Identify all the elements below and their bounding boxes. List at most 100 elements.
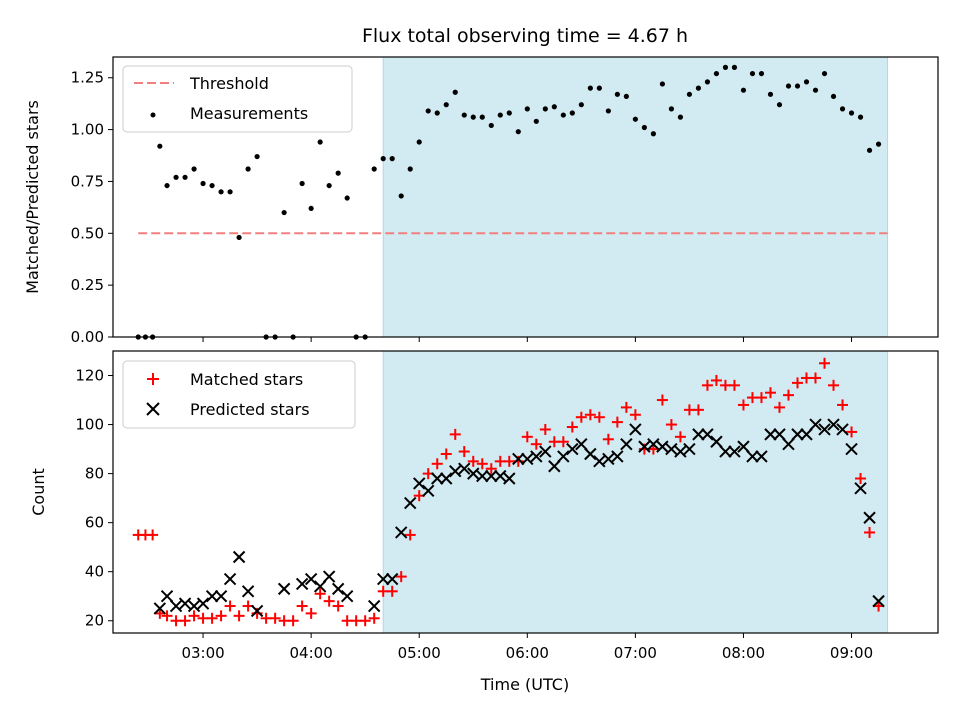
x-tick-label: 03:00 <box>181 644 224 662</box>
measurement-point <box>830 93 837 100</box>
measurement-point <box>587 85 593 91</box>
predicted-star-point <box>521 452 534 466</box>
matched-star-point <box>161 610 173 622</box>
predicted-star-point <box>196 597 210 610</box>
predicted-star-point <box>575 437 588 451</box>
measurement-point <box>650 131 656 137</box>
predicted-star-point <box>692 428 705 441</box>
legend-predicted-label: Predicted stars <box>190 400 310 419</box>
predicted-star-point <box>539 445 552 458</box>
measurement-point <box>731 64 738 70</box>
measurement-point <box>812 87 819 93</box>
predicted-star-point <box>503 472 516 485</box>
matched-star-point <box>819 357 831 369</box>
predicted-star-point <box>476 469 489 483</box>
measurement-point <box>875 141 882 147</box>
top-shaded-span <box>382 56 889 338</box>
predicted-star-point <box>827 418 840 431</box>
measurement-point <box>857 114 864 120</box>
bottom-shaded-span <box>382 350 889 634</box>
measurement-point <box>605 108 611 114</box>
measurement-point <box>326 182 332 189</box>
measurement-point <box>344 195 350 201</box>
measurement-point <box>542 106 548 112</box>
predicted-star-point <box>205 590 219 603</box>
matched-star-point <box>215 610 227 622</box>
matched-star-point <box>701 379 713 391</box>
measurement-point <box>173 174 179 180</box>
matched-star-point <box>206 612 218 624</box>
bottom-legend-box <box>122 360 356 429</box>
measurement-point <box>157 143 163 149</box>
matched-star-point <box>332 600 344 612</box>
measurement-point <box>794 83 801 89</box>
matched-star-point <box>855 473 867 485</box>
predicted-star-point <box>178 597 192 610</box>
measurement-point <box>389 156 395 162</box>
measurement-point <box>299 180 305 187</box>
measurement-point <box>641 124 647 131</box>
predicted-star-point <box>737 440 750 453</box>
legend-measurement-swatch <box>150 112 156 118</box>
predicted-star-point <box>340 590 354 603</box>
measurement-point <box>722 64 729 70</box>
measurement-point <box>659 81 665 87</box>
top-y-axis-label: Matched/Predicted stars <box>23 100 42 294</box>
top-axes-frame <box>112 56 939 338</box>
bottom-y-ticks: 20 40 60 80 100 120 <box>75 367 113 630</box>
predicted-star-point <box>647 437 660 451</box>
measurement-point <box>164 182 170 189</box>
measurement-point <box>416 139 422 145</box>
predicted-star-point <box>755 450 768 463</box>
predicted-star-point <box>809 418 822 431</box>
matched-star-point <box>431 458 443 470</box>
predicted-star-point <box>385 572 399 586</box>
measurement-point <box>803 79 810 85</box>
predicted-star-point <box>584 447 597 461</box>
bottom-y-tick-label: 120 <box>75 367 104 385</box>
predicted-star-point <box>232 550 246 564</box>
measurement-point <box>236 234 242 241</box>
predicted-star-point <box>845 442 858 456</box>
measurement-point <box>254 153 260 160</box>
bottom-y-tick-label: 40 <box>85 563 104 581</box>
top-legend: Threshold Measurements <box>122 65 353 133</box>
measurement-point <box>371 166 377 172</box>
predicted-star-point <box>782 437 795 451</box>
predicted-star-point <box>214 590 228 603</box>
top-y-tick-label: 0.00 <box>71 328 104 346</box>
measurement-point <box>182 174 188 180</box>
measurement-point <box>470 114 476 120</box>
predicted-star-point <box>250 604 264 618</box>
matched-star-point <box>188 610 200 622</box>
measurement-point <box>713 70 720 77</box>
predicted-star-point <box>548 460 561 473</box>
chart-title: Flux total observing time = 4.67 h <box>362 25 688 47</box>
predicted-star-point <box>331 582 345 596</box>
x-tick-label: 07:00 <box>614 644 657 662</box>
measurement-point <box>452 89 458 95</box>
predicted-star-point <box>395 526 408 539</box>
x-axis-label: Time (UTC) <box>480 675 569 694</box>
predicted-star-point <box>367 599 381 613</box>
matched-star-point <box>674 431 686 443</box>
x-tick-label: 05:00 <box>398 644 441 662</box>
matched-star-point <box>314 588 326 600</box>
measurement-point <box>335 170 341 176</box>
matched-star-point <box>782 389 794 401</box>
matched-star-point <box>476 458 488 470</box>
bottom-y-tick-label: 20 <box>85 612 104 630</box>
matched-star-point <box>692 404 704 416</box>
predicted-star-point <box>295 577 309 591</box>
predicted-star-point <box>422 484 435 497</box>
matched-star-point <box>440 448 452 460</box>
bottom-panel: 20 40 60 80 100 120 03:00 04:00 05:00 06:00 07:00… <box>29 350 939 694</box>
matched-star-point <box>404 529 416 541</box>
matched-star-point <box>269 612 281 624</box>
measurement-points <box>135 64 882 340</box>
matched-star-point <box>728 379 740 391</box>
x-tick-label: 04:00 <box>290 644 333 662</box>
matched-star-point <box>773 401 785 413</box>
measurement-point <box>551 104 557 110</box>
predicted-star-point <box>169 599 183 613</box>
